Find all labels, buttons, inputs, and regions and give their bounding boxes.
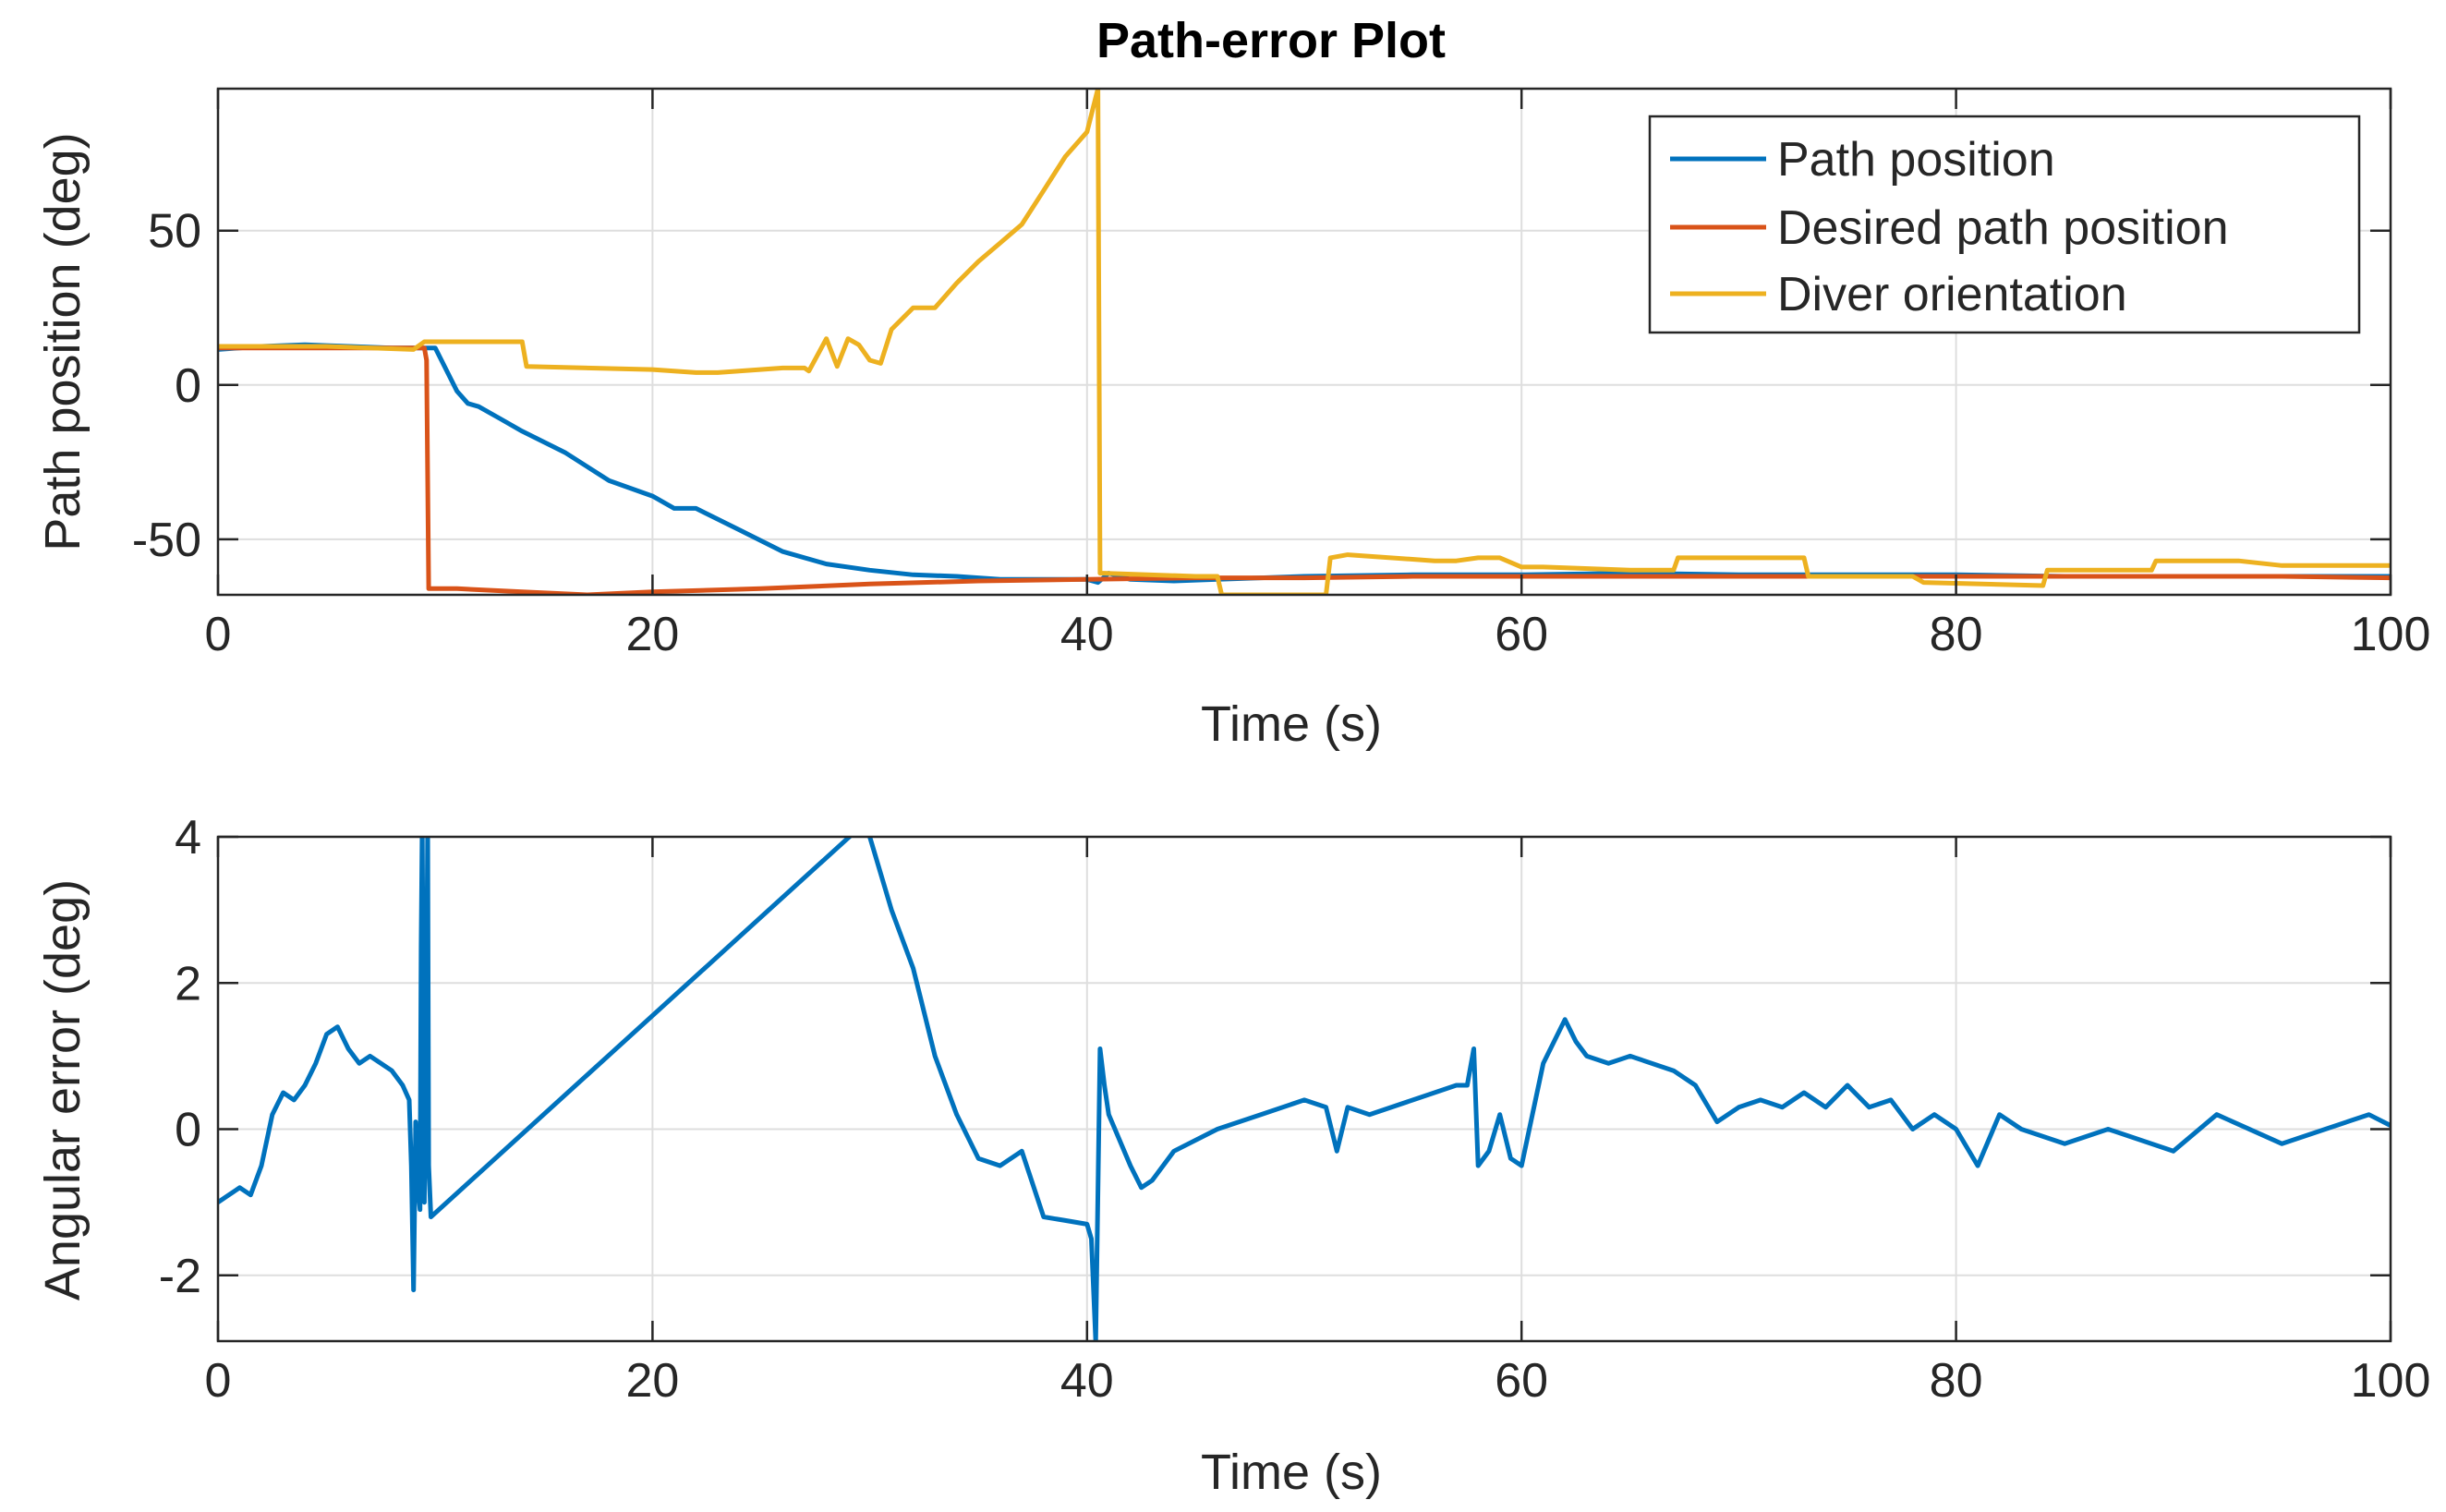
top-ticks [216, 89, 2392, 595]
x-tick-label: 0 [205, 1354, 232, 1408]
x-tick-label: 80 [1930, 1354, 1983, 1408]
y-tick-label: -50 [132, 514, 201, 567]
legend-label-diver-orientation: Diver orientation [1777, 268, 2127, 321]
y-tick-label: 0 [175, 1104, 201, 1157]
x-tick-label: 60 [1495, 608, 1548, 661]
y-tick-label: 2 [175, 957, 201, 1010]
y-tick-label: 0 [175, 359, 201, 413]
bottom-x-axis-label: Time (s) [1201, 1445, 1382, 1500]
bottom-axes-box [216, 835, 2392, 1343]
x-tick-label: 80 [1930, 608, 1983, 661]
x-tick-label: 40 [1060, 1354, 1114, 1408]
bottom-series-group [218, 837, 2391, 1341]
legend-box [1648, 115, 2361, 334]
top-axes-box [216, 87, 2392, 597]
series-line-diver-orientation [218, 89, 2391, 595]
x-tick-label: 100 [2351, 1354, 2431, 1408]
legend-label-desired-path-position: Desired path position [1777, 201, 2229, 255]
y-tick-label: -2 [159, 1250, 201, 1303]
bottom-grid [218, 837, 2391, 1341]
series-line-angular-error [218, 837, 2391, 1341]
x-tick-label: 20 [625, 608, 679, 661]
x-tick-label: 40 [1060, 608, 1114, 661]
bottom-ticks [216, 835, 2392, 1341]
series-line-path-position [218, 342, 2391, 586]
top-y-axis-label: Path position (deg) [35, 132, 91, 550]
legend: Path position Desired path position Dive… [1648, 115, 2361, 334]
x-tick-label: 60 [1495, 1354, 1548, 1408]
top-x-axis-label: Time (s) [1201, 696, 1382, 752]
x-tick-label: 0 [205, 608, 232, 661]
bottom-y-axis-label: Angular error (deg) [35, 879, 91, 1300]
y-tick-label: 50 [148, 205, 201, 259]
x-tick-label: 20 [625, 1354, 679, 1408]
plot-area-1 [218, 837, 2391, 1341]
x-tick-label: 100 [2351, 608, 2431, 661]
legend-label-path-position: Path position [1777, 133, 2055, 187]
y-tick-label: 4 [175, 811, 201, 865]
chart-title: Path-error Plot [1096, 13, 1446, 68]
